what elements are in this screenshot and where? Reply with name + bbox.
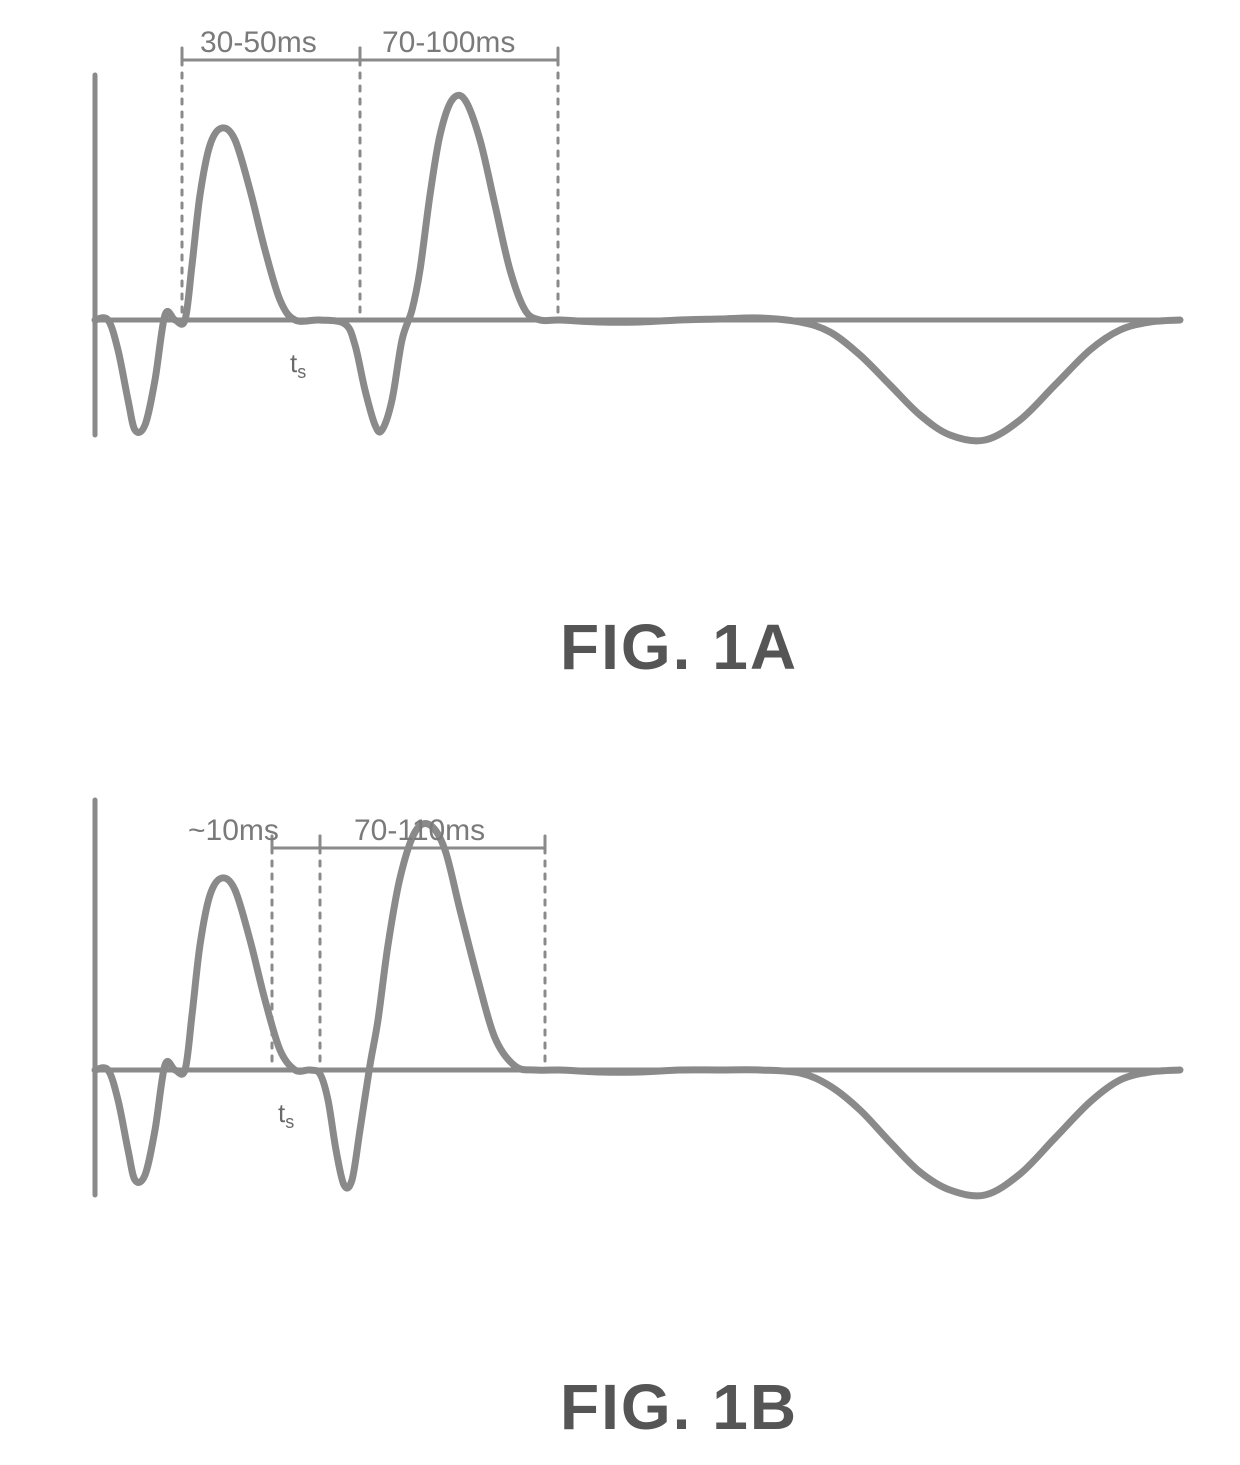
figure-1b-interval1-label: ~10ms — [188, 814, 279, 848]
figure-1b-interval2-label: 70-110ms — [354, 814, 485, 848]
figure-1a-caption: FIG. 1A — [560, 610, 798, 684]
figure-1b-ts-label: ts — [278, 1098, 294, 1133]
figure-1b-panel: ~10ms 70-110ms ts — [0, 770, 1240, 1390]
figure-1a-interval2-label: 70-100ms — [382, 26, 515, 60]
figure-1a-panel: 30-50ms 70-100ms ts — [0, 20, 1240, 640]
figure-1a-ts-label: ts — [290, 348, 306, 383]
figure-1b-svg — [0, 770, 1240, 1240]
figure-1a-svg — [0, 20, 1240, 490]
figure-1a-interval1-label: 30-50ms — [200, 26, 317, 60]
figure-1b-caption: FIG. 1B — [560, 1370, 798, 1444]
